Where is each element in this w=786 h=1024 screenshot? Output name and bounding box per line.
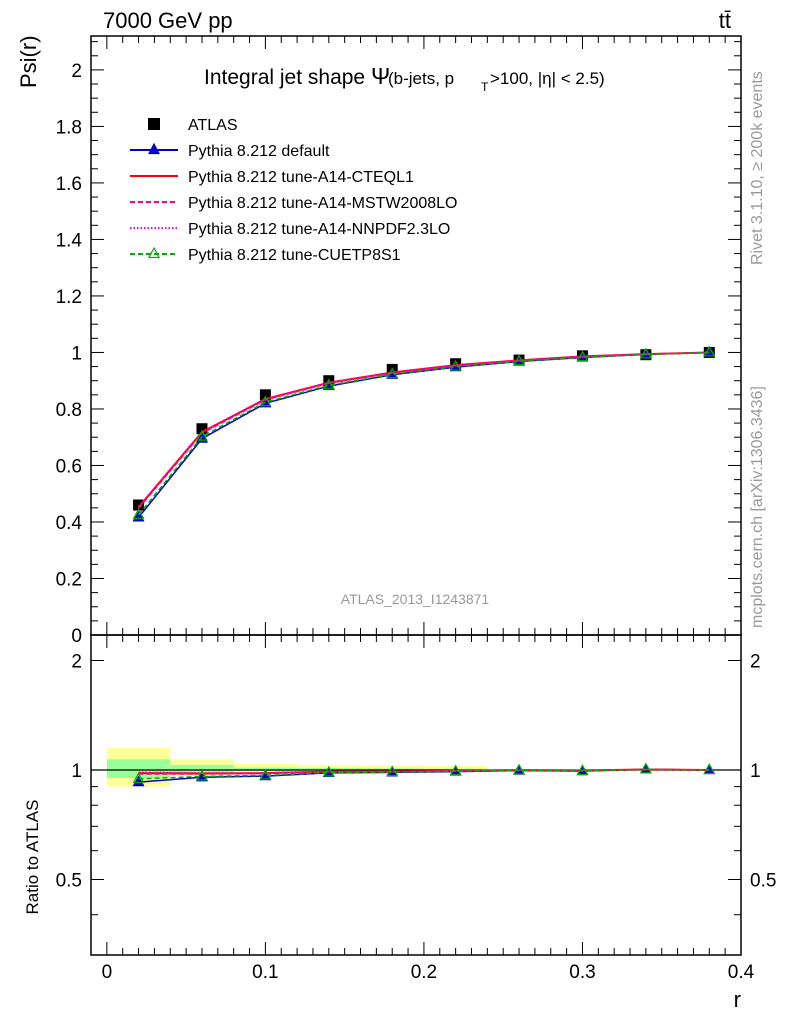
- ratio-series-point: [639, 762, 652, 774]
- x-tick-label: 0.4: [728, 962, 755, 983]
- legend-marker: [148, 246, 160, 259]
- data-point: [196, 423, 208, 435]
- y-tick-label: 1.6: [56, 174, 82, 195]
- main-series-point: [322, 378, 335, 390]
- legend-label: Pythia 8.212 tune-A14-CTEQL1: [188, 169, 414, 186]
- main-series-line: [137, 351, 710, 516]
- y-tick-label: 0.4: [56, 513, 83, 534]
- ratio-ylabel: Ratio to ATLAS: [23, 800, 42, 915]
- ratio-y-tick-label: 1: [71, 761, 82, 782]
- ratio-series-point: [576, 764, 589, 776]
- main-series-point: [195, 429, 208, 441]
- main-series-point: [576, 350, 589, 362]
- ratio-series-point: [703, 763, 716, 775]
- data-point: [259, 389, 271, 401]
- main-title: Integral jet shape Ψ (b-jets, p T >100, …: [204, 63, 605, 94]
- main-series-line: [137, 351, 710, 518]
- y-tick-label: 1.8: [56, 117, 82, 138]
- ratio-series-point: [132, 772, 145, 784]
- legend-label: ATLAS: [188, 117, 238, 134]
- x-tick-label: 0.2: [411, 962, 437, 983]
- legend-label: Pythia 8.212 tune-A14-MSTW2008LO: [188, 195, 457, 212]
- rivet-label: Rivet 3.1.10, ≥ 200k events: [749, 71, 766, 265]
- x-tick-label: 0: [102, 962, 113, 983]
- ratio-frame: [90, 634, 742, 956]
- ratio-series-point: [132, 775, 145, 787]
- ratio-y-tick-label: 0.5: [56, 870, 82, 891]
- title-cuts-b: >100, |η| < 2.5): [490, 69, 605, 88]
- legend-marker: [148, 142, 160, 155]
- data-point: [133, 499, 145, 511]
- ratio-series-line: [138, 768, 710, 780]
- y-tick-label: 2: [71, 61, 82, 82]
- analysis-watermark: ATLAS_2013_I1243871: [341, 591, 490, 607]
- y-tick-label: 0.6: [56, 456, 82, 477]
- ratio-series-point: [259, 768, 272, 780]
- y-tick-label: 1.2: [56, 287, 82, 308]
- title-cuts-sub: T: [481, 80, 489, 94]
- x-tick-label: 0.1: [252, 962, 278, 983]
- mcplots-label: mcplots.cern.ch [arXiv:1306.3436]: [749, 386, 766, 628]
- ratio-series-point: [449, 764, 462, 776]
- main-ylabel: Psi(r): [16, 35, 41, 88]
- main-series-point: [132, 508, 145, 520]
- legend-marker: [148, 118, 160, 130]
- ratio-series-point: [639, 762, 652, 774]
- title-symbol: Ψ: [371, 63, 390, 89]
- title-cuts-a: (b-jets, p: [388, 69, 454, 88]
- legend-label: Pythia 8.212 default: [188, 143, 330, 160]
- y-tick-label: 1.4: [56, 230, 83, 251]
- legend-label: Pythia 8.212 tune-A14-NNPDF2.3LO: [188, 221, 450, 238]
- ratio-xlabel: r: [734, 987, 741, 1012]
- main-series-point: [703, 345, 716, 357]
- ratio-series-point: [195, 769, 208, 781]
- y-tick-label: 1: [71, 343, 82, 364]
- main-series-point: [449, 359, 462, 371]
- ratio-series-point: [513, 763, 526, 775]
- ratio-y-tick-label-right: 0.5: [750, 870, 776, 891]
- process-label: tt̄: [719, 8, 731, 33]
- ratio-series-point: [386, 765, 399, 777]
- y-tick-label: 0: [71, 626, 82, 647]
- x-tick-label: 0.3: [569, 962, 595, 983]
- ratio-series-line: [138, 768, 710, 774]
- chart-marks: 0 0.2 0.4 0.6 0.8 1 1.2 1.4 1.6 1.8 2 0.5 0.5 1 1 2 2 0 0.…: [56, 35, 776, 983]
- ratio-y-tick-label-right: 2: [750, 651, 761, 672]
- main-series-point: [513, 354, 526, 366]
- title-main: Integral jet shape: [204, 66, 365, 89]
- ratio-series-point: [322, 765, 335, 777]
- uncertainty-band-green: [106, 759, 171, 779]
- main-series-point: [386, 367, 399, 379]
- main-series-point: [259, 395, 272, 407]
- y-tick-label: 0.2: [56, 569, 82, 590]
- energy-label: 7000 GeV pp: [103, 8, 233, 33]
- main-series-line: [137, 351, 710, 508]
- main-series-line: [137, 351, 710, 507]
- main-series-point: [639, 347, 652, 359]
- uncertainty-band-green: [170, 764, 234, 773]
- main-series-line: [137, 351, 710, 509]
- legend-label: Pythia 8.212 tune-CUETP8S1: [188, 247, 401, 264]
- ratio-y-tick-label: 2: [71, 651, 82, 672]
- ratio-y-tick-label-right: 1: [750, 761, 761, 782]
- y-tick-label: 0.8: [56, 400, 82, 421]
